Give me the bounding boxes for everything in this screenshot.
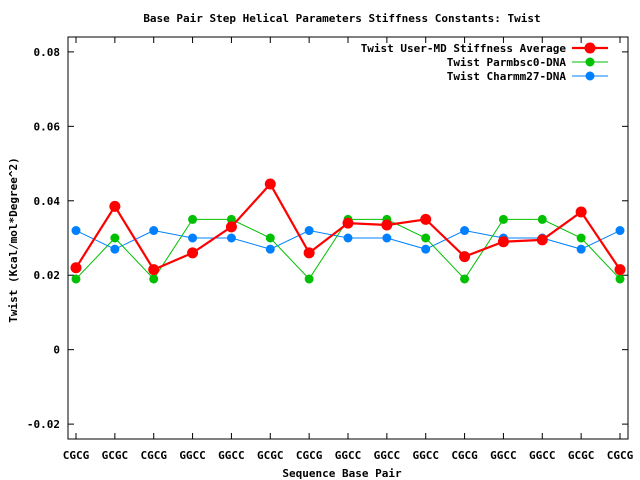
- data-point: [109, 200, 121, 212]
- x-tick-label: GGCC: [179, 449, 206, 462]
- data-point: [71, 226, 81, 236]
- series-0: [70, 178, 626, 276]
- data-point: [188, 233, 198, 243]
- legend-label: Twist Charmm27-DNA: [447, 70, 567, 83]
- data-point: [304, 226, 314, 236]
- data-point: [576, 244, 586, 254]
- legend-marker: [585, 57, 595, 67]
- x-axis-label: Sequence Base Pair: [282, 467, 402, 480]
- data-point: [304, 274, 314, 284]
- x-tick-label: GCGC: [102, 449, 129, 462]
- data-point: [420, 213, 432, 225]
- y-axis-label: Twist (Kcal/mol*Degree^2): [7, 157, 20, 323]
- data-point: [110, 244, 120, 254]
- y-tick-label: -0.02: [27, 418, 60, 431]
- data-point: [264, 178, 276, 190]
- data-point: [70, 262, 82, 274]
- data-point: [148, 264, 160, 276]
- x-tick-label: GCGC: [257, 449, 284, 462]
- data-point: [71, 274, 81, 284]
- x-tick-label: GGCC: [374, 449, 401, 462]
- axes: -0.02 0 0.02 0.04 0.06 0.08 CGCG GCGC CGCG GGCC GG…: [27, 37, 634, 462]
- x-tick-label: GGCC: [218, 449, 245, 462]
- data-point: [459, 251, 471, 263]
- data-point: [460, 226, 470, 236]
- x-tick-label: GCGC: [568, 449, 595, 462]
- data-point: [497, 236, 509, 248]
- data-point: [421, 244, 431, 254]
- legend-marker: [584, 42, 596, 54]
- x-tick-label: CGCG: [296, 449, 323, 462]
- data-point: [575, 206, 587, 218]
- y-tick-label: 0: [53, 344, 60, 357]
- legend-marker: [585, 71, 595, 81]
- data-point: [149, 226, 159, 236]
- data-point: [615, 274, 625, 284]
- data-point: [303, 247, 315, 259]
- y-tick-label: 0.08: [34, 46, 61, 59]
- data-point: [265, 244, 275, 254]
- series-2: [71, 226, 625, 254]
- legend-label: Twist User-MD Stiffness Average: [361, 42, 567, 55]
- data-point: [381, 219, 393, 231]
- x-tick-label: GGCC: [490, 449, 517, 462]
- x-tick-label: CGCG: [607, 449, 634, 462]
- data-point: [421, 233, 431, 243]
- x-tick-label: CGCG: [451, 449, 478, 462]
- data-point: [343, 233, 353, 243]
- data-point: [382, 233, 392, 243]
- data-point: [615, 226, 625, 236]
- data-point: [265, 233, 275, 243]
- series-layer: [70, 178, 626, 284]
- data-point: [187, 247, 199, 259]
- x-tick-label: GGCC: [529, 449, 556, 462]
- data-point: [149, 274, 159, 284]
- data-point: [188, 214, 198, 224]
- data-point: [498, 214, 508, 224]
- chart-title: Base Pair Step Helical Parameters Stiffn…: [143, 12, 540, 25]
- data-point: [225, 221, 237, 233]
- data-point: [110, 233, 120, 243]
- data-point: [614, 264, 626, 276]
- y-tick-label: 0.02: [34, 269, 61, 282]
- legend-label: Twist Parmbsc0-DNA: [447, 56, 567, 69]
- data-point: [342, 217, 354, 229]
- y-tick-label: 0.04: [34, 195, 61, 208]
- data-point: [226, 233, 236, 243]
- x-tick-label: GGCC: [335, 449, 362, 462]
- x-tick-label: CGCG: [140, 449, 167, 462]
- y-tick-label: 0.06: [34, 120, 61, 133]
- x-tick-label: CGCG: [63, 449, 90, 462]
- data-point: [536, 234, 548, 246]
- data-point: [576, 233, 586, 243]
- data-point: [460, 274, 470, 284]
- data-point: [226, 214, 236, 224]
- data-point: [537, 214, 547, 224]
- x-tick-label: GGCC: [412, 449, 439, 462]
